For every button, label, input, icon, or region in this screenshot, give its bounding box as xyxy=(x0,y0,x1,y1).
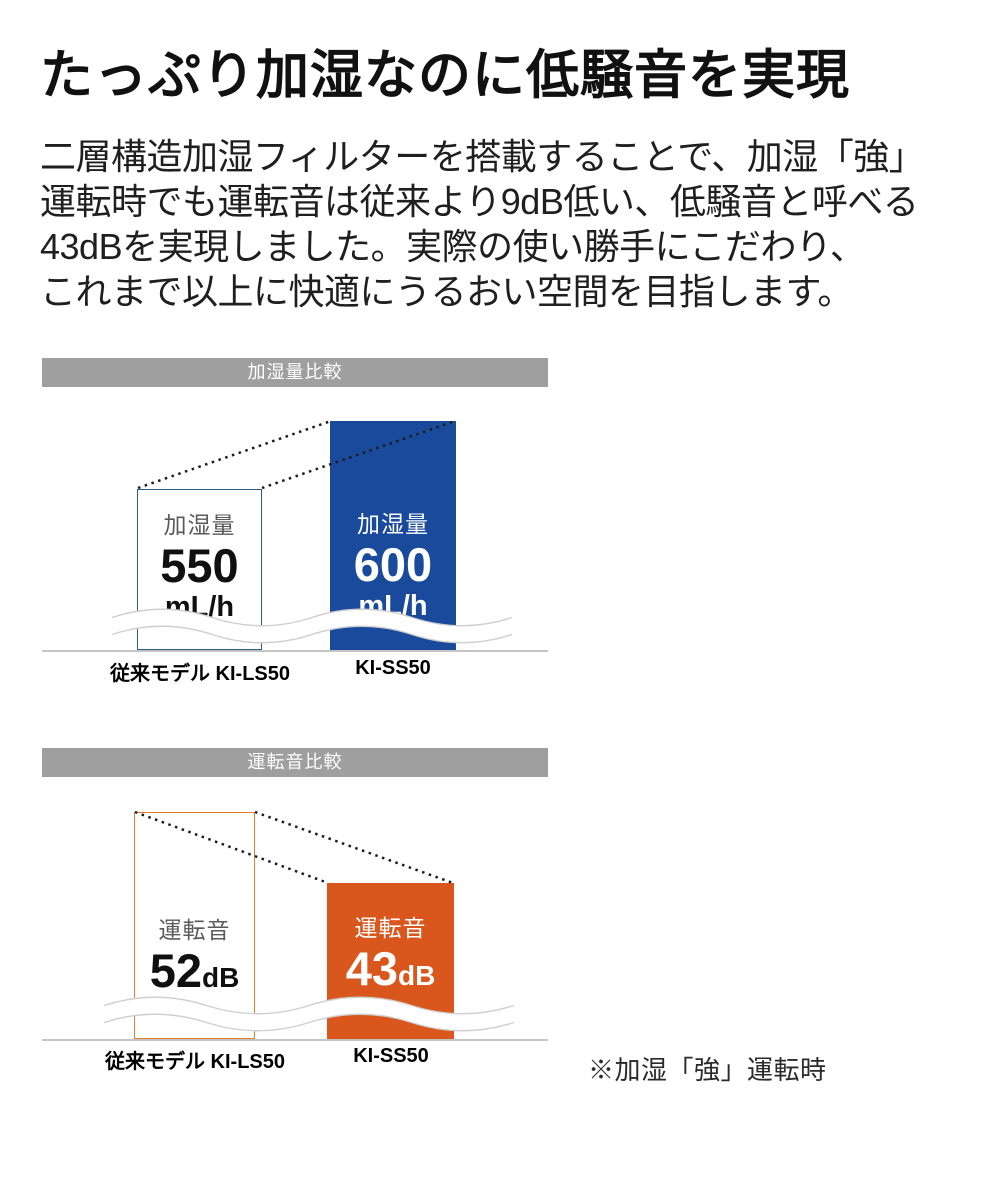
projection-dotted-lines xyxy=(137,419,456,490)
value-number: 43 xyxy=(345,942,398,995)
bar-value: 600 xyxy=(353,538,433,591)
noise-comparison-chart: 運転音比較 運転音 52dB 運転音 43dB xyxy=(42,748,548,1096)
bar-value: 52dB xyxy=(149,944,240,998)
intro-line: 運転時でも運転音は従来より9dB低い、低騒音と呼べる xyxy=(40,181,919,222)
bar-old-model: 加湿量 550 mL/h xyxy=(137,489,262,650)
bar-metric-label: 運転音 xyxy=(354,915,427,941)
intro-paragraph: 二層構造加湿フィルターを搭載することで、加湿「強」 運転時でも運転音は従来より9… xyxy=(40,134,975,314)
intro-line: 二層構造加湿フィルターを搭載することで、加湿「強」 xyxy=(40,136,925,177)
page-title: たっぷり加湿なのに低騒音を実現 xyxy=(40,46,850,105)
axis-baseline xyxy=(42,1039,548,1041)
intro-line: 43dBを実現しました。実際の使い勝手にこだわり、 xyxy=(40,226,866,267)
bar-value: 550 xyxy=(160,539,239,592)
chart-plot-area: 運転音 52dB 運転音 43dB 従来モデル KI-LS50 KI-SS50 xyxy=(42,777,548,1087)
bar-new-model: 加湿量 600 mL/h xyxy=(330,421,456,650)
bar-unit: mL/h xyxy=(358,589,428,622)
bar-metric-label: 運転音 xyxy=(158,917,231,943)
bar-unit: dB xyxy=(201,962,240,993)
bar-unit: mL/h xyxy=(164,590,235,623)
category-label-old: 従来モデル KI-LS50 xyxy=(109,663,291,685)
humidification-comparison-chart: 加湿量比較 加湿量 550 mL/h 加湿量 600 mL/h xyxy=(42,358,548,706)
projection-dotted-lines xyxy=(134,810,454,885)
condition-footnote: ※加湿「強」運転時 xyxy=(588,1055,827,1085)
bar-new-model: 運転音 43dB xyxy=(327,883,454,1039)
bar-metric-label: 加湿量 xyxy=(357,511,429,537)
category-label-new: KI-SS50 xyxy=(353,1045,429,1067)
intro-line: これまで以上に快適にうるおい空間を目指します。 xyxy=(40,271,853,312)
bar-metric-label: 加湿量 xyxy=(163,512,236,538)
axis-baseline xyxy=(42,650,548,652)
chart-plot-area: 加湿量 550 mL/h 加湿量 600 mL/h 従来モデル KI-LS50 … xyxy=(42,387,548,697)
category-label-new: KI-SS50 xyxy=(355,657,431,679)
bar-value: 43dB xyxy=(345,942,436,996)
value-number: 52 xyxy=(149,944,202,997)
chart-title-bar: 運転音比較 xyxy=(42,748,548,777)
chart-title-bar: 加湿量比較 xyxy=(42,358,548,387)
bar-old-model: 運転音 52dB xyxy=(134,812,255,1039)
category-label-old: 従来モデル KI-LS50 xyxy=(104,1051,286,1073)
bar-unit: dB xyxy=(397,960,436,991)
